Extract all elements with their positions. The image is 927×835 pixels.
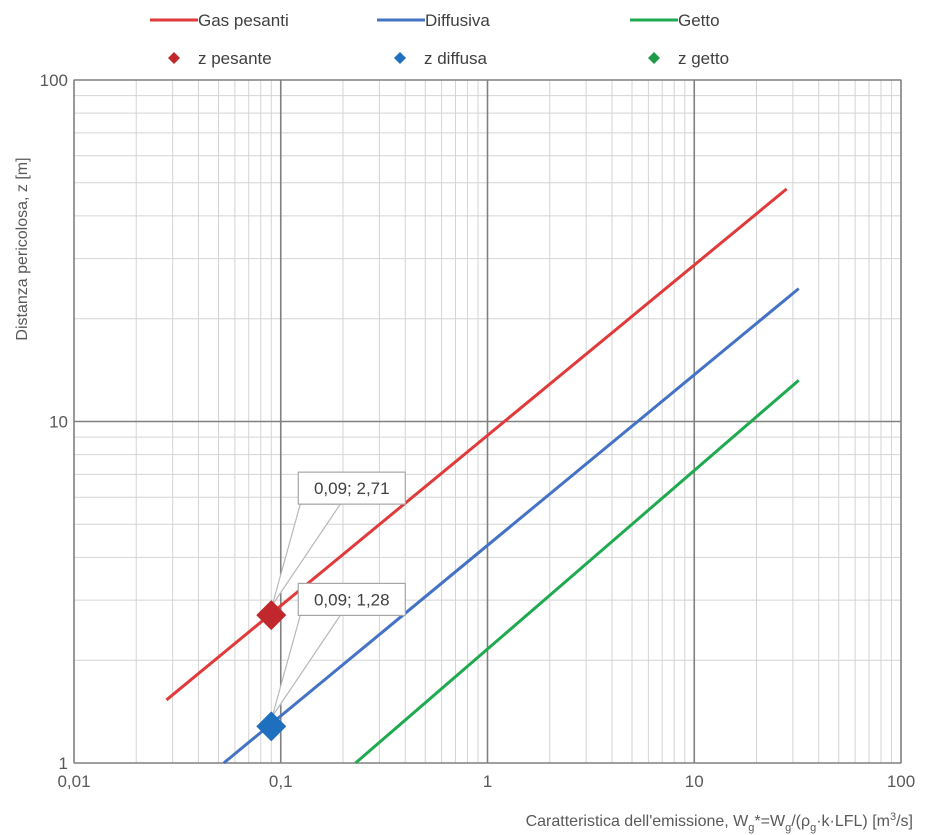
- legend: Gas pesanti Diffusiva Getto z pesante z diff…: [150, 11, 729, 68]
- x-tick-label: 100: [887, 772, 915, 791]
- x-title-main: Caratteristica dell'emissione, W: [526, 813, 750, 830]
- x-tick-label: 10: [685, 772, 704, 791]
- x-title-sub3: g: [810, 822, 816, 834]
- legend-marker-swatch: [168, 52, 180, 64]
- point-layer: [256, 600, 287, 742]
- plot-frame: [73, 79, 902, 764]
- x-title-sub2: g: [785, 822, 791, 834]
- x-title-mid1: *=W: [754, 813, 786, 830]
- x-tick-labels: 0,01 0,1 1 10 100: [57, 772, 915, 791]
- legend-label: z getto: [678, 49, 729, 68]
- series-line: [222, 287, 800, 765]
- x-title-sub1: g: [748, 822, 754, 834]
- data-label: 0,09; 2,71: [314, 479, 390, 498]
- x-tick-label: 1: [483, 772, 492, 791]
- point-marker: [256, 711, 287, 742]
- legend-label: Diffusiva: [425, 11, 490, 30]
- series-line: [354, 379, 800, 765]
- x-tick-label: 0,01: [57, 772, 90, 791]
- x-title-mid2: /(ρ: [791, 813, 810, 830]
- y-tick-label: 10: [49, 413, 68, 432]
- x-axis-title: Caratteristica dell'emissione, Wg*=Wg/(ρ…: [526, 811, 913, 834]
- callout-box: [297, 582, 406, 616]
- x-title-sup: 3: [890, 811, 896, 823]
- x-tick-label: 0,1: [269, 772, 293, 791]
- y-tick-label: 1: [59, 754, 68, 773]
- x-title-mid3: ·k·LFL) [m: [816, 813, 890, 830]
- legend-label: z pesante: [198, 49, 272, 68]
- callout-box: [297, 471, 406, 505]
- callout-layer: 0,09; 2,71 0,09; 1,28: [271, 471, 406, 717]
- x-title-end: /s]: [896, 813, 913, 830]
- legend-marker-swatch: [394, 52, 406, 64]
- legend-label: z diffusa: [424, 49, 488, 68]
- legend-marker-swatch: [648, 52, 660, 64]
- callout-leader: [271, 614, 342, 717]
- legend-label: Getto: [678, 11, 720, 30]
- data-label: 0,09; 1,28: [314, 590, 390, 609]
- point-marker: [256, 600, 287, 631]
- y-tick-label: 100: [40, 71, 68, 90]
- y-axis-title: Distanza pericolosa, z [m]: [14, 157, 31, 340]
- series-layer: [165, 187, 800, 765]
- legend-label: Gas pesanti: [198, 11, 289, 30]
- y-tick-labels: 1 10 100: [40, 71, 68, 773]
